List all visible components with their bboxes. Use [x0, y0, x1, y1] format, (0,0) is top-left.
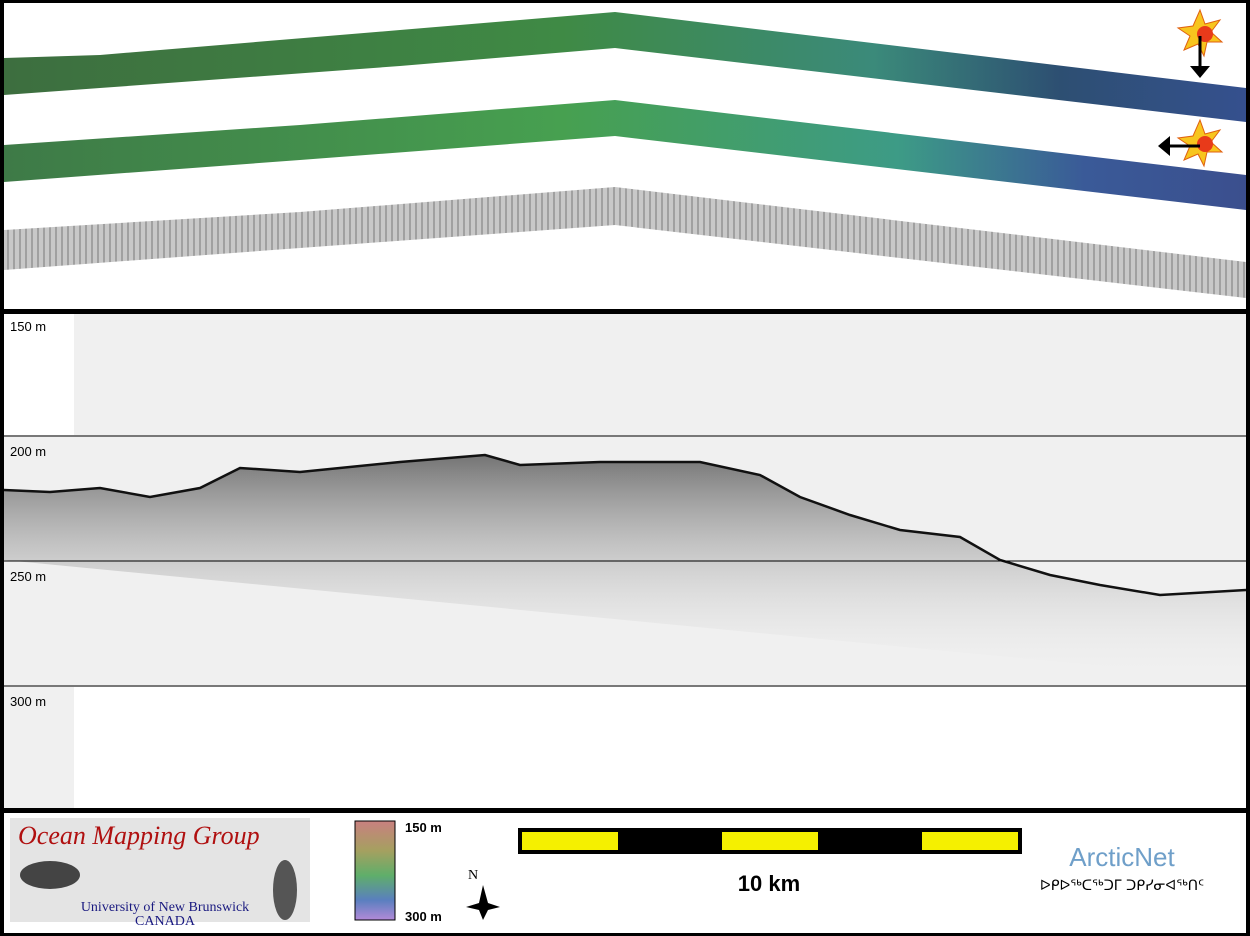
logo-text: CANADA [135, 914, 196, 929]
partner-name: ArcticNet [1069, 842, 1175, 872]
logo-shape [20, 861, 80, 889]
sun-icon [1158, 118, 1224, 168]
margin [74, 687, 1246, 808]
scale-segment [522, 832, 618, 850]
logo-title: Ocean Mapping Group [18, 821, 260, 850]
logo-text: University of New Brunswick [81, 900, 249, 915]
north-arrow [466, 885, 500, 920]
echo [4, 455, 1246, 680]
swath [4, 100, 1246, 210]
colorbar-label: 150 m [405, 820, 442, 835]
scale-segment [922, 832, 1018, 850]
scale-segment [722, 832, 818, 850]
depth-label: 300 m [10, 694, 46, 709]
scale-label: 10 km [738, 871, 800, 896]
margin [4, 314, 74, 435]
logo-shape [273, 860, 297, 920]
colorbar-label: 300 m [405, 909, 442, 924]
depth-label: 200 m [10, 444, 46, 459]
depth-label: 250 m [10, 569, 46, 584]
north-label: N [468, 868, 478, 883]
colorbar [354, 820, 396, 921]
seafloor [3, 453, 1247, 597]
sun-icon [1176, 8, 1224, 78]
partner-syllabics: ᐅᑭᐅᖅᑕᖅᑐᒥ ᑐᑭᓯᓂᐊᖅᑎᑦ [1040, 878, 1204, 894]
swath-backscatter [4, 187, 1246, 298]
swath [4, 12, 1246, 122]
depth-label: 150 m [10, 319, 46, 334]
